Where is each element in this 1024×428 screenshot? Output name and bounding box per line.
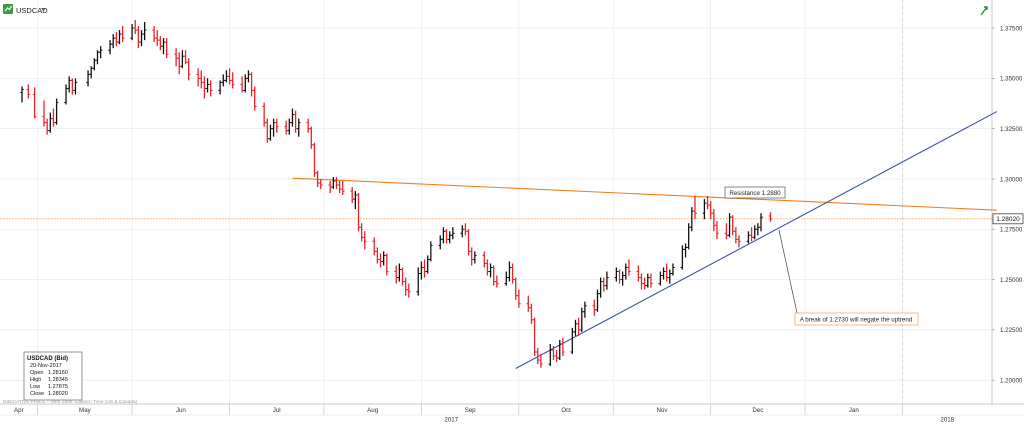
ohlc-bar: [230, 72, 235, 89]
info-box-high-value: 1.28345: [48, 377, 68, 383]
ohlc-bar: [274, 118, 279, 133]
ohlc-bar: [362, 231, 367, 250]
ohlc-bar: [561, 337, 565, 357]
ohlc-bar: [26, 84, 31, 99]
y-tick-label: 1.27500: [1000, 227, 1023, 234]
uptrend-annotation-pointer: [778, 229, 798, 314]
ohlc-bar: [649, 273, 653, 288]
month-label: Nov: [656, 407, 668, 414]
ohlc-bar: [517, 289, 521, 308]
ohlc-info-box: USDCAD (Bid) 20-Nov-2017 Open 1.28160 Hi…: [23, 351, 83, 401]
info-box-frame: [23, 351, 83, 401]
footnote-text: INDICATIVE PRICE - Time Zone: Eastern Ti…: [3, 399, 138, 405]
month-label: Jan: [849, 407, 860, 414]
ohlc-bar: [715, 221, 719, 240]
ohlc-bar: [768, 212, 773, 222]
chart-logo-stroke: [4, 5, 13, 12]
ohlc-bar: [252, 86, 257, 111]
ohlc-bar: [693, 196, 697, 220]
symbol-name: USDCAD: [16, 6, 48, 15]
resistance-annotation: Resistance 1.2880: [724, 186, 786, 199]
ohlc-bar: [451, 227, 455, 240]
ohlc-bar: [627, 259, 631, 276]
month-label: Jun: [176, 407, 187, 414]
ohlc-bar: [164, 38, 169, 59]
year-label-2017: 2017: [444, 417, 458, 424]
info-box-date: 20-Nov-2017: [30, 363, 62, 369]
y-tick-label: 1.37500: [1000, 25, 1023, 32]
ohlc-bar: [605, 271, 609, 290]
month-label: Sep: [465, 407, 477, 414]
month-label: Aug: [367, 407, 379, 414]
y-tick-label: 1.22500: [1000, 327, 1023, 334]
y-tick-label: 1.20000: [1000, 377, 1023, 384]
ohlc-bar: [407, 283, 411, 298]
x-tick-labels: Apr May Jun Jul Aug Sep Oct Nov Dec Jan 2017 2018: [0, 404, 1024, 424]
ohlc-bar: [208, 80, 213, 97]
month-label: Apr: [14, 407, 24, 414]
y-tick-label: 1.25000: [1000, 277, 1023, 284]
ohlc-bar: [98, 46, 103, 59]
info-box-low-label: Low: [30, 384, 40, 390]
symbol-selector[interactable]: USDCAD: [3, 4, 48, 15]
resistance-annotation-text: Resistance 1.2880: [729, 190, 781, 197]
ohlc-bar: [73, 78, 78, 95]
last-price-label: 1.28020: [996, 216, 1020, 223]
month-label: Jul: [273, 407, 281, 414]
ohlc-bar: [384, 253, 389, 276]
ohlc-bar: [296, 118, 301, 137]
month-label: May: [79, 407, 92, 414]
ohlc-bars: [20, 20, 773, 368]
info-box-low-value: 1.27875: [48, 384, 68, 390]
ohlc-bar: [671, 263, 675, 276]
info-box-open-value: 1.28160: [48, 370, 68, 376]
last-price-tag: 1.28020: [992, 213, 1024, 225]
trend-arrow-icon[interactable]: [980, 6, 988, 16]
ohlc-bar: [737, 235, 741, 248]
info-box-title: USDCAD (Bid): [27, 356, 68, 362]
uptrend-line: [515, 111, 998, 369]
uptrend-annotation: A break of 1.2730 will negate the uptren…: [778, 229, 919, 326]
trend-lines: [0, 111, 998, 369]
y-tick-label: 1.32500: [1000, 126, 1023, 133]
ohlc-bar: [759, 213, 763, 232]
info-box-close-value: 1.28020: [48, 391, 68, 397]
y-tick-label: 1.30000: [1000, 176, 1023, 183]
uptrend-annotation-box: [794, 312, 919, 326]
y-tick-label: 1.35000: [1000, 76, 1023, 83]
ohlc-bar: [120, 26, 125, 43]
year-label-2018: 2018: [940, 417, 954, 424]
ohlc-bar: [495, 275, 499, 288]
ohlc-bar: [142, 22, 147, 41]
ohlc-bar: [32, 87, 37, 119]
ohlc-bar: [583, 301, 587, 318]
info-box-high-label: High: [30, 377, 41, 383]
caret-down-icon[interactable]: [41, 8, 46, 11]
info-box-open-label: Open: [30, 370, 43, 376]
resistance-line: [292, 177, 997, 211]
month-label: Oct: [561, 407, 571, 414]
ohlc-bar: [539, 354, 543, 368]
info-box-close-label: Close: [30, 391, 44, 397]
last-price-box: [992, 213, 1024, 225]
ohlc-bar: [473, 251, 477, 264]
ohlc-bar: [54, 98, 59, 125]
y-tick-labels: 1.37500 1.35000 1.32500 1.30000 1.27500 1.250…: [992, 25, 1023, 384]
ohlc-bar: [20, 86, 24, 103]
ohlc-bar: [429, 241, 433, 262]
ohlc-bar: [186, 58, 191, 81]
uptrend-annotation-text: A break of 1.2730 will negate the uptren…: [800, 317, 913, 324]
month-label: Dec: [752, 407, 763, 414]
ohlc-bar: [318, 178, 323, 190]
ohlc-bar: [340, 180, 345, 196]
resistance-annotation-box: [724, 186, 786, 199]
